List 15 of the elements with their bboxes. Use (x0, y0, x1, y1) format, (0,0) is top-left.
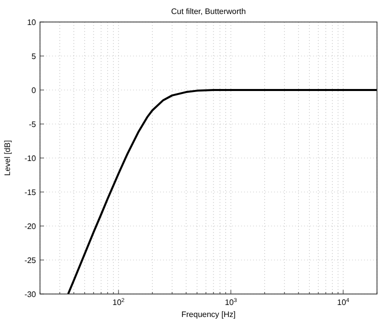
x-tick-label: 10$^{3}$ (224, 298, 237, 307)
y-tick-label: -20 (24, 222, 37, 231)
x-tick-label: 10$^{4}$ (337, 298, 350, 307)
y-tick-label: 10 (27, 18, 37, 27)
y-tick-label: 5 (32, 52, 37, 61)
x-tick-label: 10$^{2}$ (112, 298, 125, 307)
y-tick-label: -10 (24, 154, 37, 163)
y-axis-title: Level [dB] (3, 140, 12, 176)
chart-title: Cut filter, Butterworth (171, 7, 246, 16)
y-tick-label: -25 (24, 256, 37, 265)
y-tick-label: 0 (32, 86, 37, 95)
y-tick-label: -5 (28, 120, 37, 129)
y-tick-label: -30 (24, 290, 37, 299)
x-axis-title: Frequency [Hz] (181, 310, 236, 319)
y-tick-label: -15 (24, 188, 37, 197)
